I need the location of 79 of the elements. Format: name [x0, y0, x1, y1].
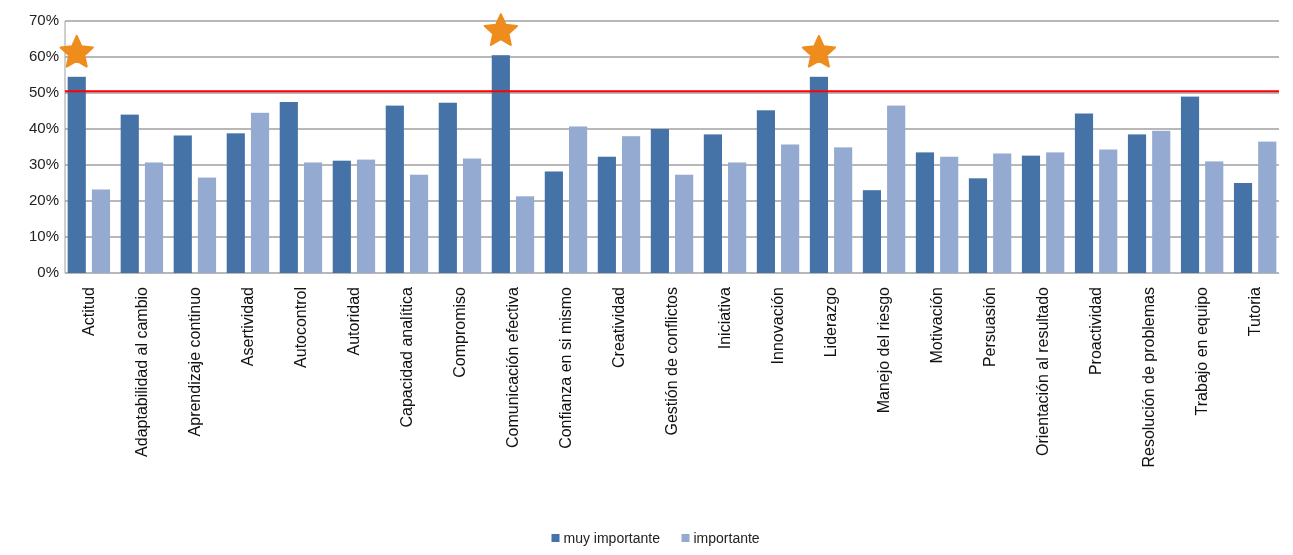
bar: [1180, 96, 1200, 273]
bar: [250, 112, 270, 273]
bar: [303, 162, 323, 273]
x-tick-label: Aprendizaje continuo: [185, 286, 203, 437]
legend-label: importante: [693, 530, 760, 546]
bar: [515, 196, 535, 273]
bar: [1205, 161, 1224, 273]
bar: [1127, 134, 1147, 273]
bar: [650, 129, 669, 273]
x-tick-label: Adaptabilidad al cambio: [132, 286, 150, 457]
y-tick-label: 0%: [37, 262, 59, 280]
x-tick-label: Confianza en si mismo: [556, 286, 574, 449]
bar: [332, 160, 351, 273]
y-tick-label: 20%: [28, 190, 59, 208]
x-tick-label: Proactividad: [1087, 287, 1105, 376]
bar: [226, 133, 245, 273]
x-tick-label: Autoridad: [344, 287, 362, 356]
bar: [781, 144, 800, 273]
bar: [356, 159, 376, 273]
bar: [409, 174, 429, 273]
bar: [809, 76, 829, 273]
y-tick-label: 50%: [28, 82, 59, 100]
bar: [144, 162, 164, 273]
bar: [622, 136, 641, 273]
bar: [887, 105, 906, 273]
x-tick-label: Capacidad analítica: [397, 286, 415, 428]
x-tick-label: Trabajo en equipo: [1193, 286, 1211, 416]
x-tick-label: Manejo del riesgo: [875, 286, 893, 414]
bar: [915, 152, 935, 273]
x-tick-label: Iniciativa: [716, 286, 734, 350]
bar: [940, 156, 959, 273]
bar: [91, 189, 111, 273]
bar: [1046, 152, 1065, 273]
bar: [544, 171, 563, 273]
bar: [862, 190, 882, 273]
bar: [491, 55, 510, 273]
bar: [1258, 141, 1277, 273]
bar: [728, 162, 747, 273]
y-tick-label: 70%: [28, 10, 59, 28]
bar: [597, 156, 616, 273]
bar: [67, 76, 86, 273]
x-tick-label: Compromiso: [450, 286, 468, 378]
bar: [197, 177, 217, 273]
x-tick-label: Innovación: [769, 287, 787, 365]
x-tick-label: Gestión de conflictos: [663, 287, 680, 436]
bar: [120, 114, 139, 273]
bar: [1233, 183, 1253, 273]
y-tick-label: 10%: [28, 226, 59, 244]
bar: [968, 178, 988, 273]
legend-label: muy importante: [563, 530, 661, 546]
bar: [569, 126, 588, 273]
bar: [1074, 113, 1094, 273]
x-tick-label: Tutoria: [1246, 286, 1264, 337]
bar: [756, 110, 775, 273]
bar: [173, 135, 192, 273]
x-tick-label: Motivación: [928, 287, 946, 364]
bar: [1099, 149, 1118, 273]
x-tick-label: Autocontrol: [291, 287, 309, 368]
x-tick-label: Resolución de problemas: [1140, 287, 1158, 468]
y-tick-label: 60%: [28, 46, 59, 64]
bar: [703, 134, 722, 273]
bar: [834, 147, 853, 273]
bar: [438, 102, 457, 273]
x-tick-label: Persuasión: [981, 287, 999, 368]
bar: [1021, 155, 1041, 273]
x-tick-label: Creatividad: [609, 287, 627, 368]
x-tick-label: Actitud: [79, 287, 97, 336]
bar: [675, 174, 694, 273]
bar: [993, 153, 1012, 273]
y-tick-label: 40%: [28, 118, 59, 136]
bar: [1152, 130, 1171, 273]
bar: [385, 105, 404, 273]
x-tick-label: Asertividad: [238, 287, 256, 367]
bar: [279, 102, 298, 273]
y-tick-label: 30%: [28, 154, 59, 172]
x-tick-label: Orientación al resultado: [1034, 286, 1052, 456]
x-tick-label: Comunicación efectiva: [503, 286, 521, 448]
bar: [462, 158, 482, 273]
x-tick-label: Liderazgo: [822, 286, 840, 358]
